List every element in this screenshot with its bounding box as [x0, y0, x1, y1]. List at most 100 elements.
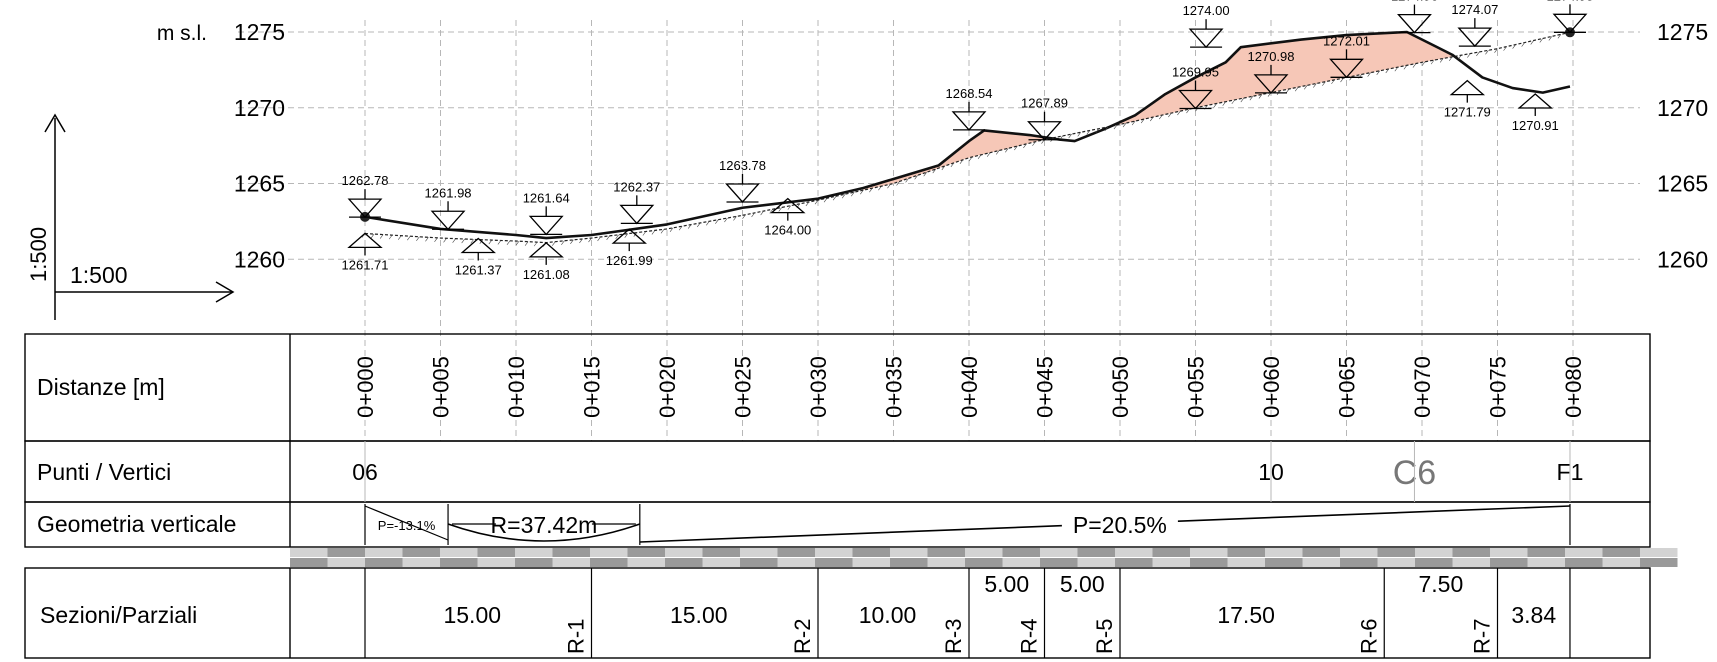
elevation-label: 1262.37 [613, 179, 660, 194]
band-cell [327, 548, 365, 557]
band-cell [627, 558, 665, 567]
section-name: R-5 [1092, 619, 1117, 654]
station-label: 0+005 [429, 356, 454, 418]
ground-line [364, 30, 1571, 240]
band-cell [1415, 548, 1453, 557]
grade-hatch [1512, 44, 1516, 49]
section-partial: 7.50 [1418, 571, 1463, 597]
elevation-marker [619, 204, 655, 225]
grade-hatch [669, 227, 674, 233]
band-cell [1565, 558, 1603, 567]
grade-hatch [905, 178, 909, 183]
vertical-geometry-row: P=-13.1% R=37.42m P=20.5% [364, 504, 1571, 545]
vertical-scale-label: 1:500 [26, 227, 51, 282]
grade-hatch [805, 201, 810, 207]
grade-hatch [751, 212, 755, 218]
band-cell [365, 558, 403, 567]
elevation-label: 1270.98 [1248, 49, 1295, 64]
band-cell [1152, 558, 1190, 567]
elevation-marker [1517, 93, 1553, 109]
band-cell [515, 558, 553, 567]
grade-hatch [1140, 118, 1145, 124]
grade-hatch [497, 240, 502, 245]
grade-hatch [1222, 101, 1226, 106]
band-cell [665, 548, 703, 557]
grade-hatch [1032, 141, 1036, 146]
band-cell [852, 558, 890, 567]
grade-hatch [1159, 114, 1163, 120]
grade-hatch [1503, 46, 1507, 51]
station-label: 0+025 [731, 356, 756, 418]
band-cell [965, 548, 1003, 557]
band-cell [402, 558, 440, 567]
band-cell [552, 548, 590, 557]
grade-hatch [1005, 148, 1009, 153]
band-cell [402, 548, 440, 557]
grade-hatch [1521, 42, 1525, 47]
grade-hatch [832, 195, 837, 201]
grade-hatch [407, 236, 411, 241]
slope-segment [364, 505, 449, 541]
elevation-label: 1261.98 [425, 185, 472, 200]
grade-hatch [869, 187, 873, 193]
slope-label: P=-13.1% [378, 518, 436, 533]
elevation-label: 1268.54 [946, 86, 993, 101]
elevation-marker [460, 237, 496, 254]
band-cell [1077, 548, 1115, 557]
grade-hatch [1231, 99, 1236, 105]
grade-hatch [733, 216, 737, 221]
grade-hatch [932, 168, 937, 174]
elevation-label: 1274.96 [1391, 0, 1438, 4]
profile-plot [360, 27, 1575, 247]
band-cell [665, 558, 703, 567]
elevation-tick-right: 1270 [1657, 95, 1708, 121]
grade-hatch [1077, 132, 1081, 137]
grade-hatch [1340, 77, 1344, 83]
grade-hatch [1095, 128, 1100, 133]
grade-line [364, 31, 1571, 244]
grade-hatch [434, 237, 438, 243]
grade-hatch [1068, 133, 1072, 139]
elevation-label: 1274.07 [1451, 2, 1498, 17]
grade-hatch [995, 150, 1000, 155]
grade-hatch [443, 238, 447, 243]
grade-hatch [1322, 81, 1326, 86]
band-cell [702, 558, 740, 567]
grade-hatch [1530, 40, 1534, 45]
grade-hatch [968, 156, 973, 162]
elevation-label: 1264.00 [764, 223, 811, 238]
grade-hatch [841, 193, 846, 199]
station-label: 0+035 [882, 356, 907, 418]
grade-hatch [959, 159, 964, 164]
station-label: 0+010 [504, 356, 529, 418]
grade-hatch [624, 233, 628, 238]
grade-hatch [977, 154, 982, 160]
band-cell [890, 548, 928, 557]
elevation-marker [528, 215, 564, 236]
elevation-unit-label: m s.l. [157, 22, 207, 45]
row-label-distances: Distanze [m] [37, 374, 165, 400]
station-label: 0+020 [655, 356, 680, 418]
grade-hatch [1213, 103, 1217, 108]
band-cell [1527, 548, 1565, 557]
station-label: 0+065 [1335, 356, 1360, 418]
elevation-tick-left: 1265 [234, 171, 285, 197]
band-cell [440, 548, 478, 557]
grade-hatch [687, 224, 692, 229]
grade-hatch [1385, 68, 1390, 74]
band-cell [552, 558, 590, 567]
grade-hatch [1458, 55, 1462, 60]
station-label: 0+070 [1410, 356, 1435, 418]
grade-hatch [416, 236, 420, 241]
section-partial: 3.84 [1511, 602, 1556, 628]
grade-hatch [524, 241, 529, 246]
section-partial: 15.00 [443, 602, 501, 628]
band-cell [1340, 548, 1378, 557]
elevation-label: 1272.01 [1323, 33, 1370, 48]
band-cell [702, 548, 740, 557]
band-cell [1227, 548, 1265, 557]
grade-hatch [1539, 38, 1544, 43]
band-cell [1040, 548, 1078, 557]
elevation-marker [1457, 27, 1493, 48]
band-cell [852, 548, 890, 557]
